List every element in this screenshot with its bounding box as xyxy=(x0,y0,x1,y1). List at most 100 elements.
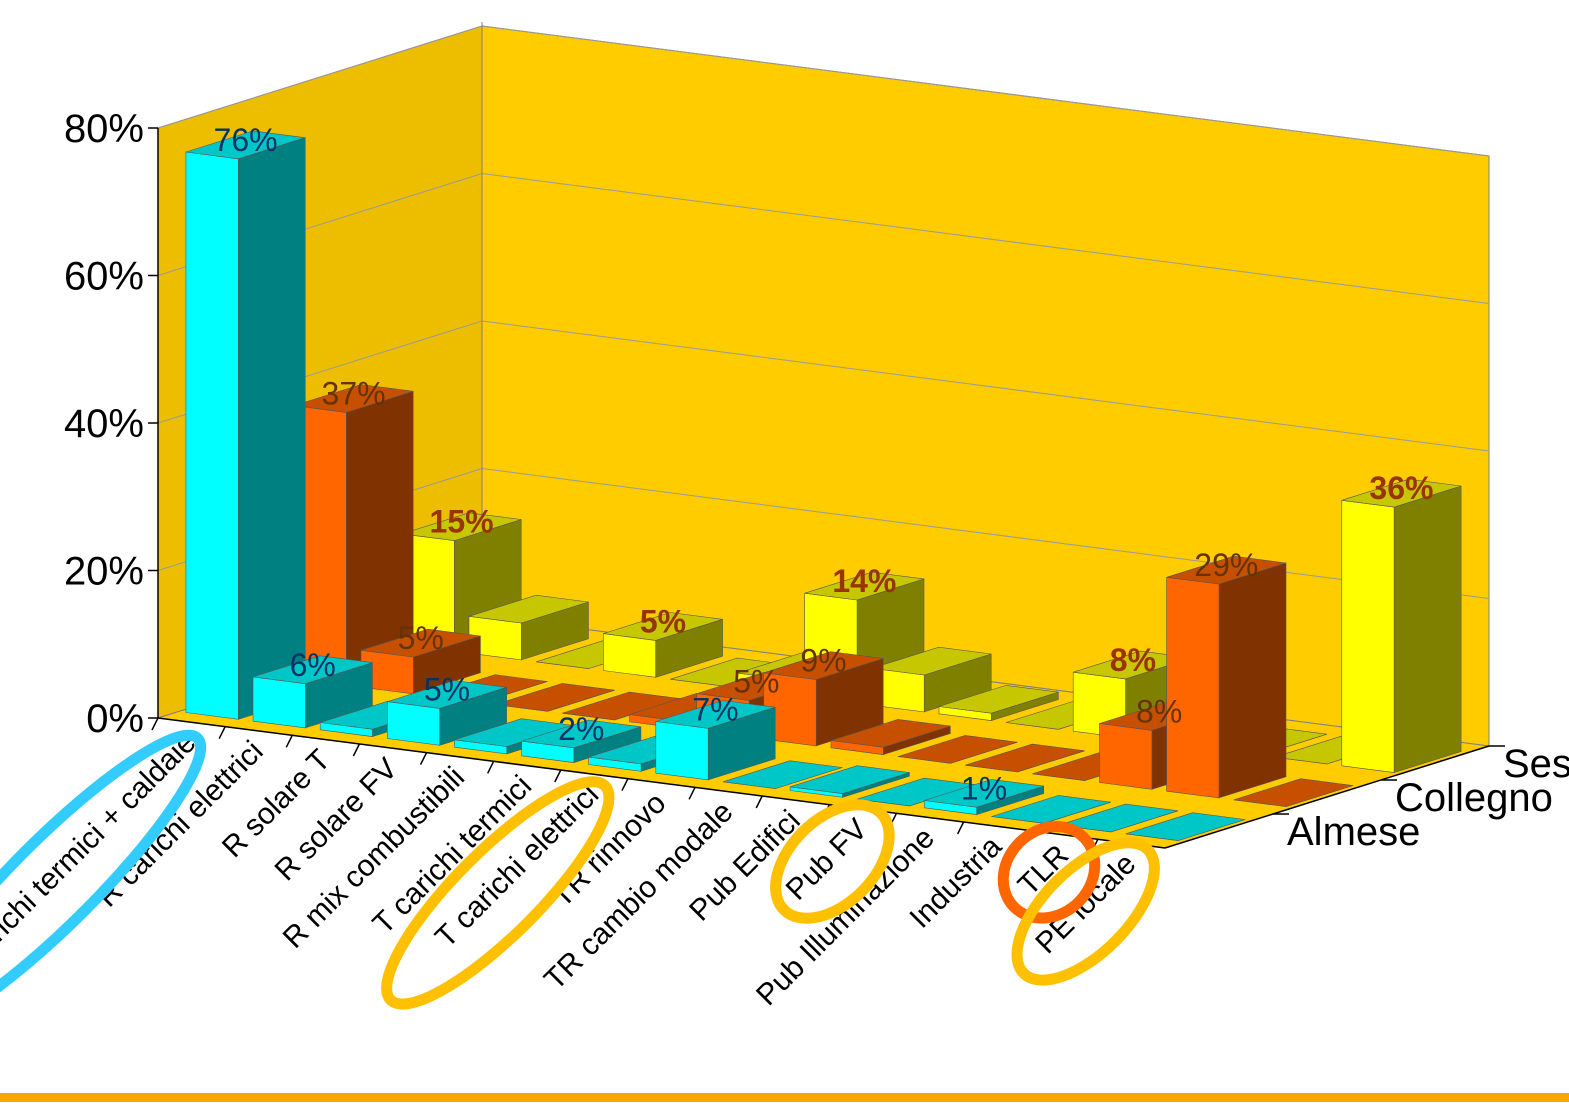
series-label: Almese xyxy=(1287,810,1420,854)
x-tick xyxy=(688,786,696,800)
bar-side-face xyxy=(1393,485,1462,774)
x-tick xyxy=(956,821,965,835)
bar-almese xyxy=(521,719,642,764)
data-label: 37% xyxy=(322,375,386,411)
x-axis-line xyxy=(157,717,1166,849)
x-tick xyxy=(554,769,562,783)
bar-sestriere xyxy=(871,646,992,713)
chart-bars xyxy=(185,130,1462,841)
data-label: 8% xyxy=(1136,693,1182,729)
series-axis: AlmeseCollegnoSestriere xyxy=(1164,742,1569,854)
data-label: 5% xyxy=(424,671,470,707)
bar-top-face xyxy=(898,735,1018,764)
highlight-ellipse xyxy=(1011,837,1160,986)
y-tick-label: 20% xyxy=(64,550,144,594)
bar-front-face xyxy=(1099,723,1153,790)
x-tick xyxy=(755,795,763,809)
bar-collegno xyxy=(360,628,481,695)
bar-top-face xyxy=(252,655,373,685)
bar-collegno xyxy=(495,683,615,712)
data-label: 5% xyxy=(398,620,444,656)
bar-almese xyxy=(722,760,843,789)
data-label: 5% xyxy=(640,603,686,639)
bar-front-face xyxy=(252,676,306,729)
bar-front-face xyxy=(1341,499,1395,773)
bar-side-face xyxy=(238,137,306,720)
bar-front-face xyxy=(1166,576,1220,799)
bar-collegno xyxy=(1233,778,1354,807)
bar-top-face xyxy=(360,628,481,658)
bar-front-face xyxy=(386,701,441,746)
bar-collegno xyxy=(763,651,884,747)
data-label: 14% xyxy=(832,563,896,599)
bar-top-face xyxy=(1341,478,1462,508)
x-tick xyxy=(486,760,495,774)
chart-data-labels: 15% 5% 14% 8% 36% 37% 5% 5% 9% 8% 29% 76% 6% 5% 2% 7% 1% xyxy=(214,122,1434,806)
highlight-ellipse xyxy=(381,776,615,1010)
data-label: 7% xyxy=(692,691,738,727)
data-label: 6% xyxy=(290,647,336,683)
bar-collegno xyxy=(830,719,951,756)
bar-sestriere xyxy=(602,612,723,678)
bar-side-face xyxy=(1218,562,1287,799)
bar-top-face xyxy=(401,512,522,541)
data-label: 5% xyxy=(733,663,779,699)
y-tick-label: 0% xyxy=(86,697,144,741)
data-label: 29% xyxy=(1194,547,1258,583)
bar-collegno xyxy=(965,743,1085,773)
highlight-ellipse xyxy=(0,729,207,1034)
bar-top-face xyxy=(185,130,306,160)
bar-almese xyxy=(655,700,776,781)
y-axis: 0% 20% 40% 60% 80% xyxy=(64,107,159,741)
bar-almese xyxy=(185,130,306,720)
series-label: Sestriere xyxy=(1503,742,1569,786)
bar-top-face xyxy=(1125,812,1246,841)
y-tick-label: 60% xyxy=(64,255,144,299)
bar-sestriere xyxy=(468,594,589,661)
bar-front-face xyxy=(185,151,239,720)
bar-top-face xyxy=(804,571,925,601)
bar-top-face xyxy=(763,651,884,680)
x-tick xyxy=(151,717,159,731)
x-tick xyxy=(285,734,293,748)
bottom-rule xyxy=(0,1093,1569,1102)
bar-top-face xyxy=(1166,555,1287,585)
bar-top-face xyxy=(521,719,641,749)
bar-front-face xyxy=(602,633,657,678)
bar-top-face xyxy=(1233,778,1354,807)
data-label: 36% xyxy=(1369,470,1433,506)
bar-sestriere xyxy=(938,685,1059,722)
bar-top-face xyxy=(938,685,1059,714)
y-tick-label: 80% xyxy=(64,107,144,151)
bar-collegno xyxy=(898,735,1018,764)
bar-top-face xyxy=(991,795,1111,824)
highlight-ellipse xyxy=(770,799,895,924)
bar-top-face xyxy=(871,646,992,676)
bar-sestriere xyxy=(1341,478,1462,774)
data-label: 76% xyxy=(214,122,278,158)
bar-top-face xyxy=(722,760,843,789)
y-tick-label: 40% xyxy=(64,402,144,446)
highlight-ellipses xyxy=(0,729,1160,1034)
bar-top-face xyxy=(603,612,723,641)
highlight-ellipse xyxy=(997,821,1101,924)
bar-almese xyxy=(924,779,1044,816)
data-label: 1% xyxy=(961,770,1007,806)
bar-almese xyxy=(789,765,910,798)
bar-almese xyxy=(386,680,507,746)
bar-top-face xyxy=(1058,803,1179,833)
bar-almese xyxy=(991,795,1111,824)
data-label: 8% xyxy=(1110,642,1156,678)
x-tick xyxy=(218,726,226,740)
bar-top-face xyxy=(387,680,507,709)
bar-top-face xyxy=(495,683,615,712)
bar-top-face xyxy=(293,384,414,413)
bar-top-face xyxy=(655,700,776,729)
series-label: Collegno xyxy=(1395,776,1553,820)
x-tick xyxy=(352,743,361,757)
x-tick xyxy=(621,778,629,792)
x-tick-label: R carichi termici + caldaie xyxy=(0,726,203,992)
bar-top-face xyxy=(830,719,951,748)
bar-almese xyxy=(1125,812,1246,841)
